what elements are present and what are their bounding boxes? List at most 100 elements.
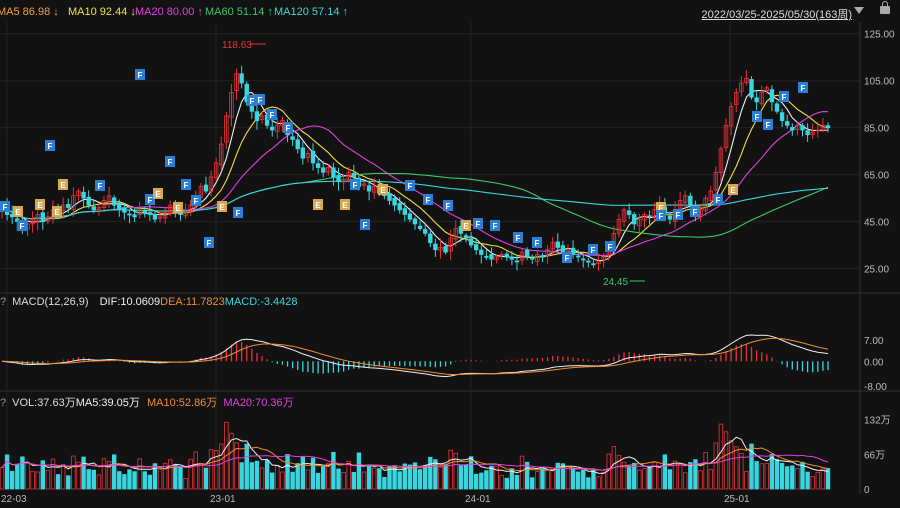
candle-body: [111, 197, 117, 206]
volume-bar: [336, 468, 341, 490]
flag-letter: E: [155, 190, 161, 199]
volume-bar: [530, 477, 535, 490]
volume-bar: [647, 466, 652, 490]
volume-bar: [366, 465, 372, 490]
volume-bar: [688, 462, 693, 490]
flag-letter: F: [446, 202, 451, 211]
price-axis: 125.00 105.00 85.00 65.00 45.00 25.00: [864, 30, 895, 276]
time-axis: 22-03 23-01 24-01 25-01: [1, 494, 750, 505]
candle-body: [239, 73, 244, 84]
volume-bar: [35, 471, 40, 490]
candle-body: [326, 167, 331, 173]
volume-tick-label: 0: [864, 485, 870, 496]
volume-bar: [152, 463, 158, 490]
candle-body: [295, 139, 300, 150]
volume-bar: [810, 476, 815, 490]
candle-body: [366, 185, 372, 192]
volume-bar: [40, 460, 45, 490]
candle-body: [35, 214, 40, 222]
lock-icon[interactable]: [880, 1, 890, 14]
candle-body: [560, 245, 566, 253]
volume-bar: [560, 463, 566, 490]
candle-body: [718, 148, 724, 173]
candle-body: [162, 211, 168, 219]
help-icon[interactable]: ?: [0, 296, 7, 308]
candle-body: [142, 210, 147, 213]
volume-bar: [117, 471, 122, 490]
volume-bar: [137, 458, 142, 490]
volume-bar: [326, 462, 331, 490]
flag-letter: F: [270, 111, 275, 120]
volume-bar: [698, 470, 703, 490]
flag-f-icon: [267, 109, 277, 120]
volume-bar: [790, 465, 795, 490]
volume-bar: [188, 458, 193, 490]
ma60-legend: MA60 51.14 ↑: [205, 6, 273, 18]
candle-body: [300, 147, 306, 159]
candle-body: [315, 163, 321, 168]
chevron-down-icon[interactable]: [854, 7, 864, 14]
volume-bar: [453, 452, 458, 490]
volume-bar: [66, 475, 71, 490]
candle-body: [596, 261, 601, 265]
volume-bar: [545, 467, 550, 490]
flag-letter: F: [608, 243, 613, 252]
volume-bar: [749, 443, 754, 490]
volume-bar: [754, 461, 759, 490]
volume-tick-label: 66万: [864, 450, 885, 461]
flag-f-icon: [490, 220, 500, 231]
volume-bar: [9, 470, 15, 490]
high-price-label: 118.63: [222, 40, 252, 51]
volume-bar: [60, 464, 66, 490]
volume-bar: [81, 456, 86, 490]
flag-letter: F: [286, 124, 291, 133]
candle-body: [234, 73, 239, 92]
volume-bar: [657, 467, 662, 490]
date-range-selector[interactable]: 2022/03/25-2025/05/30(163周): [701, 9, 852, 21]
candle-body: [183, 211, 188, 217]
candle-body: [30, 218, 35, 225]
candle-body: [132, 214, 137, 218]
candle-body: [321, 167, 326, 173]
help-icon[interactable]: ?: [0, 397, 7, 409]
volume-bar: [30, 470, 35, 490]
volume-bar: [280, 471, 285, 490]
price-tick-label: 85.00: [864, 124, 889, 135]
low-price-label: 24.45: [603, 277, 628, 288]
candle-body: [122, 207, 127, 213]
flag-letter: F: [194, 197, 199, 206]
candle-body: [815, 129, 821, 132]
volume-bar: [361, 471, 367, 490]
ma120-legend: MA120 57.14 ↑: [274, 6, 348, 18]
candle-body: [708, 190, 713, 201]
time-tick-label: 24-01: [465, 494, 491, 505]
volume-bar: [213, 450, 219, 490]
flag-letter: E: [60, 181, 66, 190]
flag-f-icon: [443, 200, 453, 211]
candle-body: [647, 215, 652, 218]
candle-body: [208, 176, 214, 193]
flag-f-icon: [690, 206, 700, 217]
candle-body: [581, 258, 586, 261]
volume-bar: [815, 471, 821, 490]
time-tick-label: 23-01: [210, 494, 236, 505]
flag-f-icon: [779, 91, 789, 102]
volume-bar: [739, 452, 744, 490]
volume-bar: [473, 473, 479, 490]
volume-bar: [601, 472, 606, 490]
volume-bar: [586, 477, 591, 490]
volume-bar: [178, 466, 183, 490]
candle-body: [81, 191, 86, 199]
candle-body: [213, 162, 219, 179]
price-tick-label: 125.00: [864, 30, 895, 41]
candle-body: [790, 127, 795, 131]
flag-letter: E: [380, 186, 386, 195]
flag-f-icon: [204, 237, 214, 248]
volume-bar: [672, 460, 678, 490]
candle-body: [473, 244, 479, 251]
flag-f-icon: [283, 122, 293, 133]
candle-body: [71, 195, 76, 210]
candle-body: [433, 243, 438, 251]
volume-bar: [331, 451, 336, 490]
